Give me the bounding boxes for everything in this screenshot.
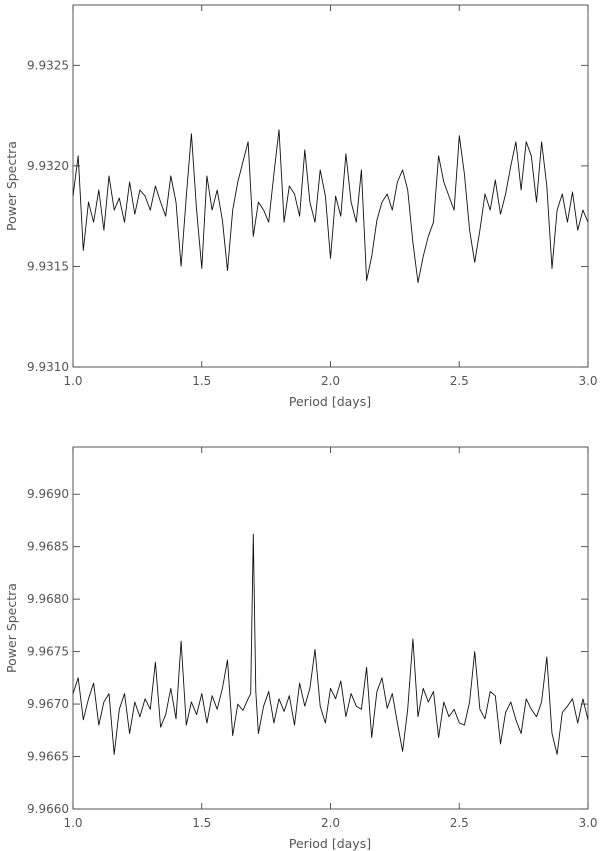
bottom-x-axis-label: Period [days] [289, 836, 371, 851]
bottom-x-tick-label: 1.0 [63, 816, 82, 830]
bottom-x-tick-label: 2.5 [450, 816, 469, 830]
bottom-y-tick-label: 9.9670 [27, 697, 69, 711]
bottom-panel: 1.0 1.5 2.0 2.5 3.0 9.9660 9.9665 9.9670 9.9675… [4, 446, 598, 851]
bottom-y-tick-label: 9.9660 [27, 802, 69, 816]
bottom-series-line [72, 533, 589, 755]
bottom-y-tick-label: 9.9665 [27, 750, 69, 764]
top-x-tick-label: 2.5 [450, 374, 469, 388]
bottom-x-tick-label: 3.0 [578, 816, 597, 830]
bottom-x-tick-label: 1.5 [192, 816, 211, 830]
bottom-y-tick-label: 9.9680 [27, 592, 69, 606]
bottom-y-tick-label: 9.9675 [27, 645, 69, 659]
top-y-axis-label: Power Spectra [4, 141, 19, 231]
bottom-y-tick-label: 9.9690 [27, 487, 69, 501]
top-x-axis-label: Period [days] [289, 394, 371, 409]
top-y-tick-label: 9.9315 [27, 259, 69, 273]
bottom-x-tick-label: 2.0 [321, 816, 340, 830]
top-plot-frame [72, 4, 589, 368]
top-x-ticks: 1.0 1.5 2.0 2.5 3.0 [63, 5, 598, 388]
top-x-tick-label: 1.0 [63, 374, 82, 388]
top-y-tick-label: 9.9325 [27, 58, 69, 72]
top-panel: 1.0 1.5 2.0 2.5 3.0 9.9310 9.9315 9.9320 9.9325… [4, 4, 598, 409]
top-series-line [72, 129, 589, 283]
bottom-y-ticks: 9.9660 9.9665 9.9670 9.9675 9.9680 9.9685 9.96… [27, 487, 588, 816]
top-y-tick-label: 9.9310 [27, 360, 69, 374]
top-x-tick-label: 2.0 [321, 374, 340, 388]
bottom-y-axis-label: Power Spectra [4, 583, 19, 673]
top-x-tick-label: 3.0 [578, 374, 597, 388]
top-y-tick-label: 9.9320 [27, 159, 69, 173]
top-x-tick-label: 1.5 [192, 374, 211, 388]
top-y-ticks: 9.9310 9.9315 9.9320 9.9325 [27, 58, 588, 374]
bottom-x-ticks: 1.0 1.5 2.0 2.5 3.0 [63, 447, 598, 830]
bottom-y-tick-label: 9.9685 [27, 540, 69, 554]
bottom-plot-frame [72, 446, 589, 810]
